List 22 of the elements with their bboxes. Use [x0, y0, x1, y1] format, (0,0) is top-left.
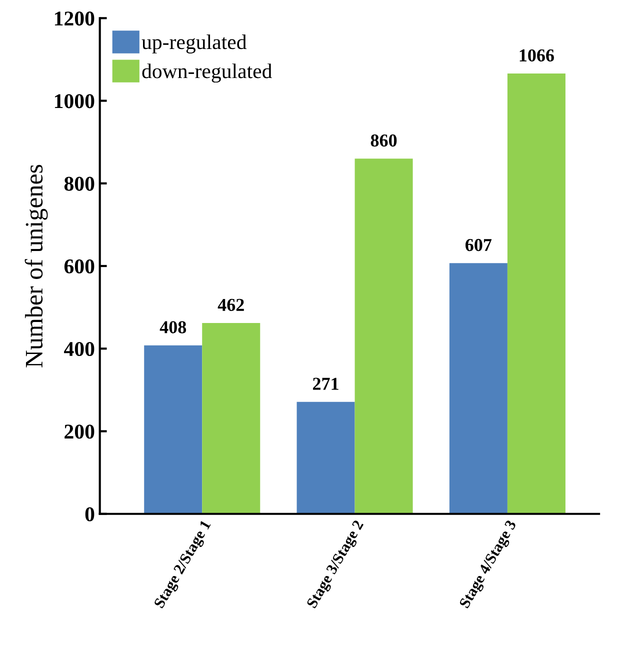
bar: [507, 74, 566, 514]
bar: [449, 263, 508, 514]
y-tick-label: 0: [85, 507, 94, 522]
bar: [354, 158, 413, 514]
data-label: 408: [160, 321, 186, 334]
bar: [296, 402, 355, 514]
data-label: 607: [466, 238, 492, 252]
data-label: 860: [370, 134, 397, 147]
y-tick-label: 400: [64, 342, 94, 356]
y-axis-title: Number of unigenes: [24, 164, 48, 368]
y-tick-label: 200: [64, 424, 94, 439]
data-label: 1066: [520, 49, 554, 62]
legend-label: down-regulated: [142, 64, 272, 83]
y-tick-label: 1000: [54, 94, 94, 108]
legend-label: up-regulated: [142, 34, 247, 54]
data-label: 271: [312, 378, 338, 390]
bar: [144, 345, 202, 514]
y-tick-label: 1200: [54, 12, 94, 26]
y-tick-label: 600: [64, 259, 94, 274]
data-label: 462: [218, 298, 244, 312]
y-tick-label: 800: [64, 176, 94, 191]
bar: [202, 323, 260, 514]
